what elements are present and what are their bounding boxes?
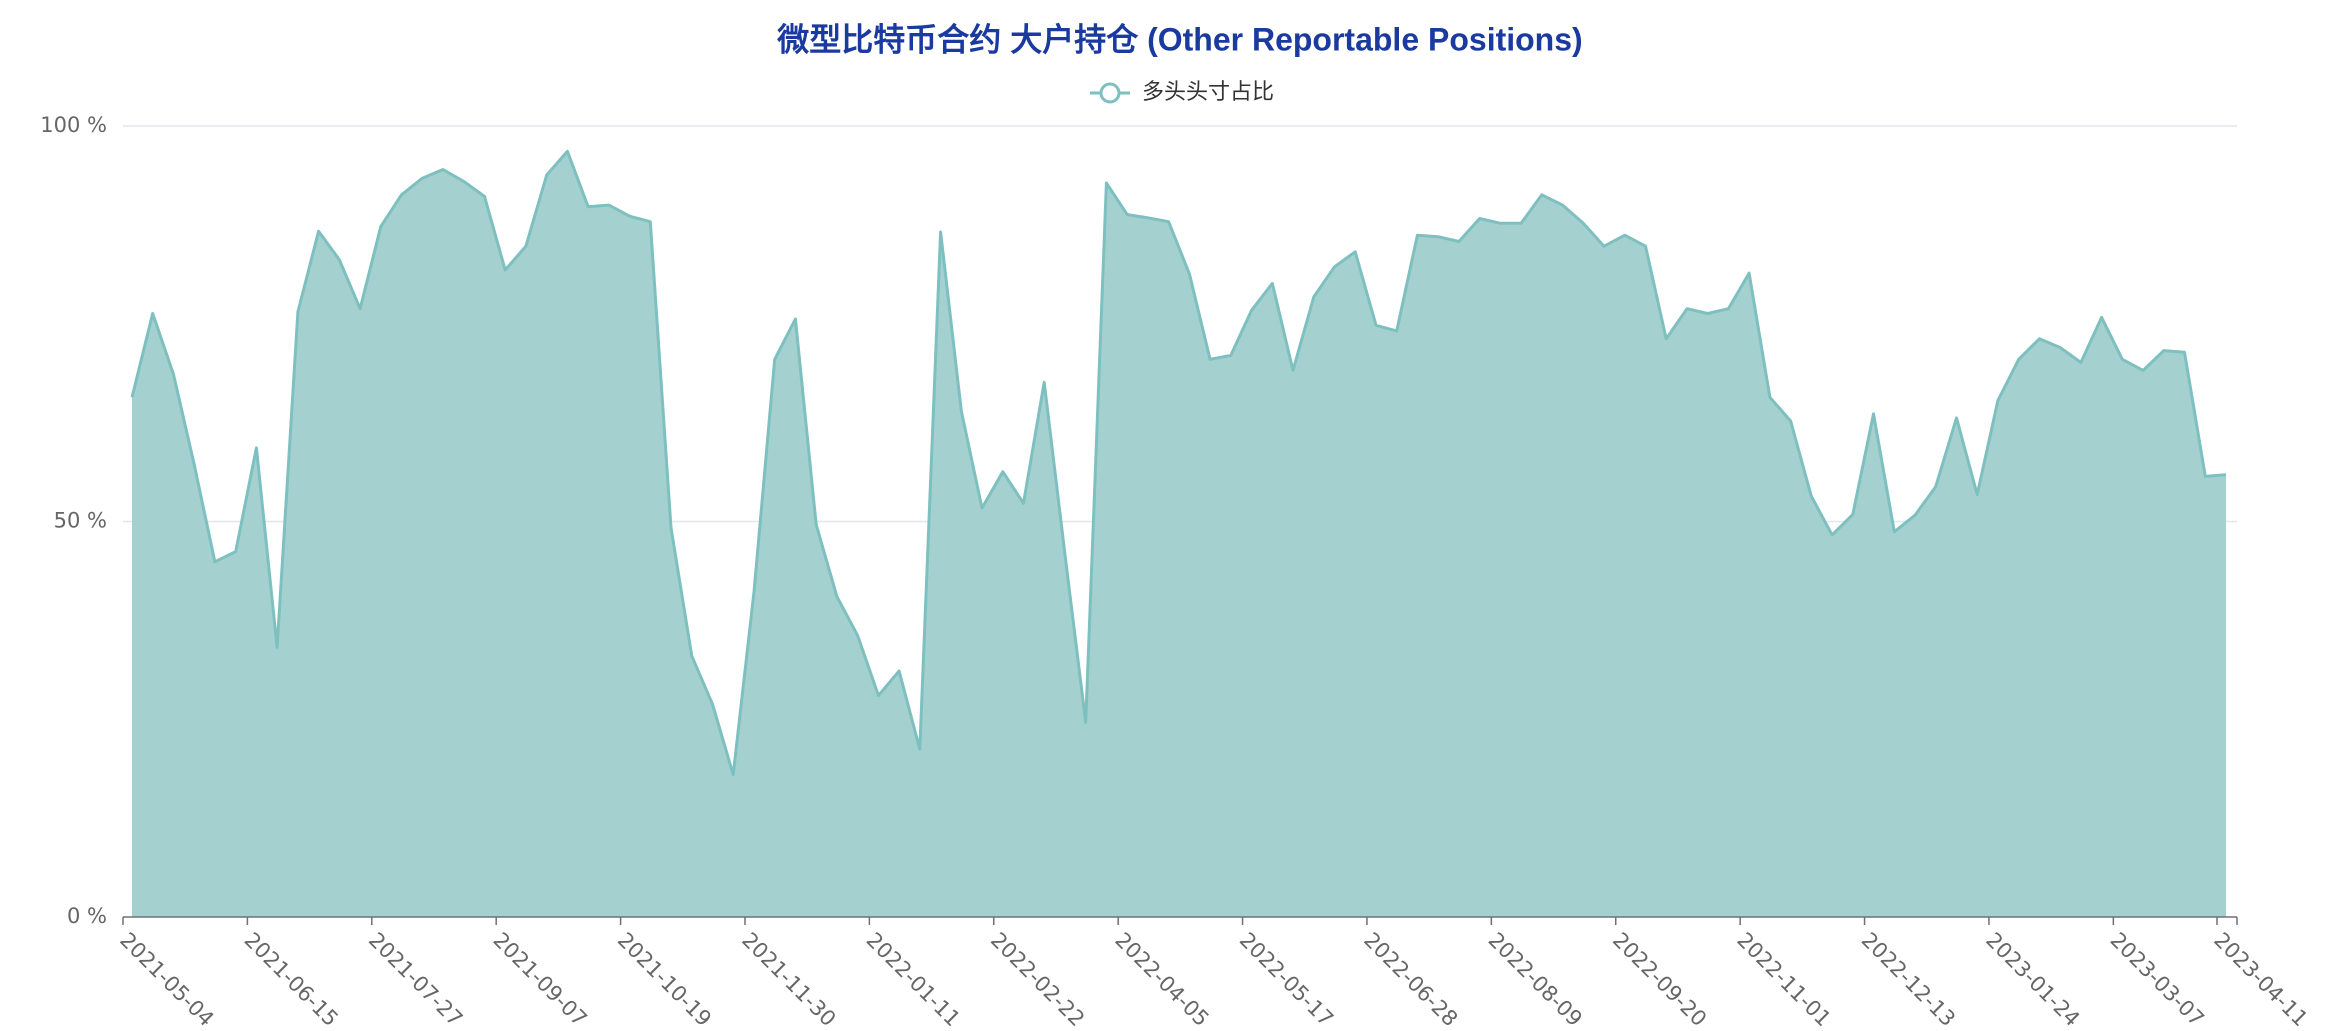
x-tick-label: 2021-11-30 xyxy=(737,928,840,1031)
legend-label: 多头头寸占比 xyxy=(1142,80,1274,105)
x-tick-label: 2023-01-24 xyxy=(1981,928,2084,1031)
x-tick-label: 2022-08-09 xyxy=(1484,928,1587,1031)
x-tick-label: 2022-02-22 xyxy=(986,928,1089,1031)
x-tick-label: 2022-05-17 xyxy=(1235,928,1338,1031)
x-tick-label: 2022-04-05 xyxy=(1110,928,1213,1031)
y-tick-label: 100 % xyxy=(40,113,107,137)
x-tick-label: 2022-11-01 xyxy=(1732,928,1835,1031)
x-tick-label: 2021-09-07 xyxy=(488,928,591,1031)
x-tick-label: 2021-10-19 xyxy=(613,928,716,1031)
line xyxy=(130,149,2227,777)
y-tick-label: 0 % xyxy=(67,904,107,928)
x-tick-label: 2022-01-11 xyxy=(862,928,965,1031)
x-tick-label: 2021-05-04 xyxy=(115,928,218,1031)
y-tick-label: 50 % xyxy=(54,509,107,533)
x-tick-label: 2023-03-07 xyxy=(2106,928,2209,1031)
area xyxy=(132,151,2226,918)
x-tick-label: 2021-06-15 xyxy=(240,928,343,1031)
legend-marker xyxy=(1099,82,1121,104)
x-tick-label: 2023-04-11 xyxy=(2209,928,2312,1031)
chart-title: 微型比特币合约 大户持仓 (Other Reportable Positions… xyxy=(776,21,1582,57)
x-tick-label: 2021-07-27 xyxy=(364,928,467,1031)
x-tick-label: 2022-12-13 xyxy=(1857,928,1960,1031)
x-tick-label: 2022-06-28 xyxy=(1359,928,1462,1031)
x-tick-label: 2022-09-20 xyxy=(1608,928,1711,1031)
